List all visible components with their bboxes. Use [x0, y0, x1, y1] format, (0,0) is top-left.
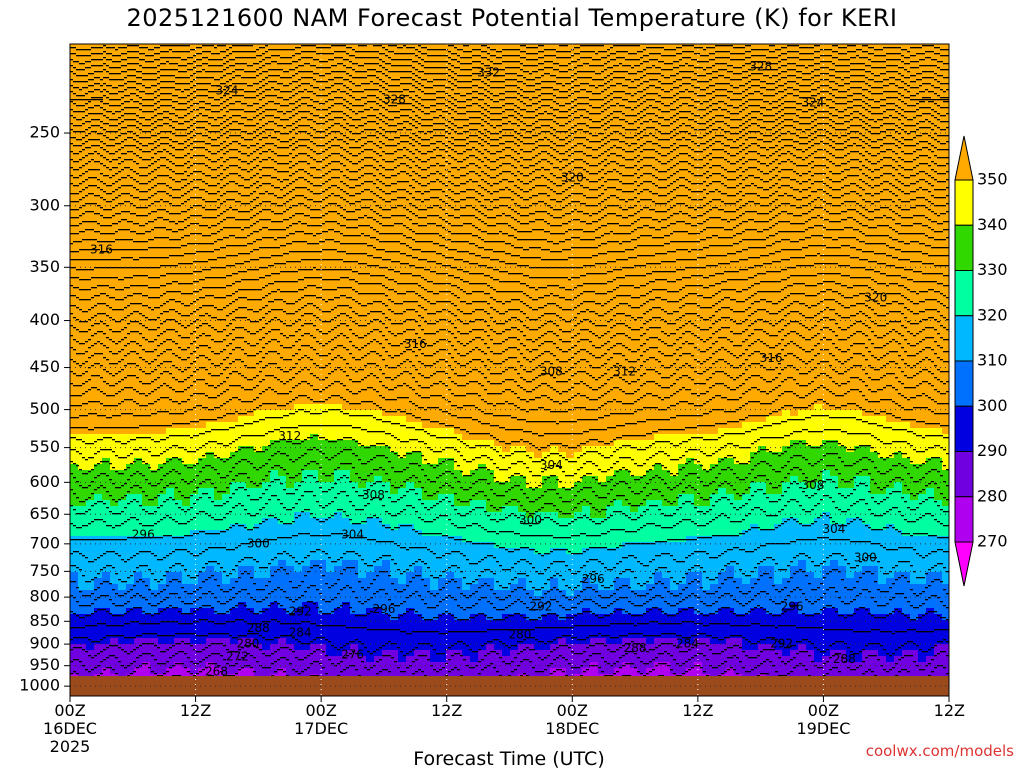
colorbar-segment [955, 316, 973, 361]
y-tick-label: 400 [29, 310, 60, 329]
contour-label: 308 [362, 488, 385, 502]
contour-label: 280 [509, 628, 532, 642]
y-tick-label: 750 [29, 561, 60, 580]
y-tick-label: 500 [29, 399, 60, 418]
x-tick-label: 00Z [557, 701, 588, 720]
contour-label: 284 [676, 637, 699, 651]
colorbar: 270 280 290 300 310 320 330 340 350 [955, 136, 1008, 586]
contour-label: 300 [854, 550, 877, 564]
contour-label: 304 [822, 522, 845, 536]
colorbar-bottom-arrow [955, 542, 973, 586]
y-tick-label: 950 [29, 655, 60, 674]
x-tick-label: 17DEC [294, 719, 348, 738]
contour-label: 316 [90, 242, 113, 256]
y-tick-label: 800 [29, 587, 60, 606]
x-tick-label: 00Z [54, 701, 85, 720]
contour-label: 304 [341, 528, 364, 542]
contour-label: 280 [236, 637, 259, 651]
contour-label: 272 [226, 650, 249, 664]
terrain-band [70, 676, 949, 696]
contour-label: 324 [802, 96, 825, 110]
contour-label: 312 [278, 429, 301, 443]
colorbar-label: 280 [977, 486, 1008, 505]
colorbar-segment [955, 406, 973, 451]
colorbar-label: 300 [977, 396, 1008, 415]
x-tick-label: 12Z [682, 701, 713, 720]
colorbar-label: 320 [977, 305, 1008, 324]
contour-label: 300 [519, 513, 542, 527]
contour-label: 284 [289, 625, 312, 639]
contour-label: 304 [540, 458, 563, 472]
y-axis: 250 300 350 400 450 500 550 600 650 700 750 800 850 9… [19, 123, 70, 695]
colorbar-label: 330 [977, 260, 1008, 279]
contour-label: 292 [529, 599, 552, 613]
y-tick-label: 850 [29, 611, 60, 630]
contour-label: 300 [247, 536, 270, 550]
x-tick-label: 00Z [305, 701, 336, 720]
x-tick-label: 12Z [431, 701, 462, 720]
contour-label: 296 [132, 528, 155, 542]
x-tick-label: 19DEC [796, 719, 850, 738]
colorbar-segment [955, 225, 973, 270]
contour-label: 292 [289, 604, 312, 618]
colorbar-segment [955, 271, 973, 316]
plot-area [70, 44, 951, 699]
contour-label: 296 [582, 572, 605, 586]
colorbar-segment [955, 180, 973, 225]
contour-label: 268 [205, 664, 228, 678]
x-tick-label: 18DEC [545, 719, 599, 738]
y-tick-label: 300 [29, 195, 60, 214]
contour-label: 328 [749, 60, 772, 74]
x-tick-label: 00Z [808, 701, 839, 720]
contour-label: 288 [833, 652, 856, 666]
y-tick-label: 550 [29, 437, 60, 456]
y-tick-label: 1000 [19, 676, 60, 695]
x-axis-label: Forecast Time (UTC) [413, 748, 604, 768]
contour-label: 288 [624, 641, 647, 655]
colorbar-label: 290 [977, 441, 1008, 460]
y-tick-label: 250 [29, 123, 60, 142]
colorbar-label: 310 [977, 351, 1008, 370]
contour-label: 308 [540, 364, 563, 378]
colorbar-segment [955, 452, 973, 497]
credit-text: coolwx.com/models [866, 742, 1014, 760]
contour-label: 316 [404, 337, 427, 351]
colorbar-label: 350 [977, 170, 1008, 189]
y-tick-label: 900 [29, 634, 60, 653]
x-tick-label: 12Z [180, 701, 211, 720]
contour-label: 308 [802, 478, 825, 492]
contour-label: 332 [477, 65, 500, 79]
colorbar-segment [955, 361, 973, 406]
contour-label: 324 [216, 83, 239, 97]
x-tick-label: 12Z [934, 701, 965, 720]
y-tick-label: 600 [29, 472, 60, 491]
contour-label: 288 [247, 621, 270, 635]
contour-label: 292 [770, 637, 793, 651]
contour-label: 312 [613, 364, 636, 378]
colorbar-segment [955, 497, 973, 542]
x-tick-label: 16DEC [43, 719, 97, 738]
y-tick-label: 650 [29, 504, 60, 523]
y-tick-label: 450 [29, 357, 60, 376]
colorbar-label: 340 [977, 215, 1008, 234]
contour-label: 296 [372, 602, 395, 616]
contour-label: 316 [760, 351, 783, 365]
contour-label: 296 [781, 599, 804, 613]
contour-label: 328 [383, 92, 406, 106]
y-tick-label: 700 [29, 533, 60, 552]
colorbar-top-arrow [955, 136, 973, 180]
contour-label: 320 [561, 171, 584, 185]
colorbar-label: 270 [977, 532, 1008, 551]
x-tick-label: 2025 [50, 737, 91, 756]
y-tick-label: 350 [29, 257, 60, 276]
contour-label: 320 [864, 290, 887, 304]
contour-label: 276 [341, 648, 364, 662]
